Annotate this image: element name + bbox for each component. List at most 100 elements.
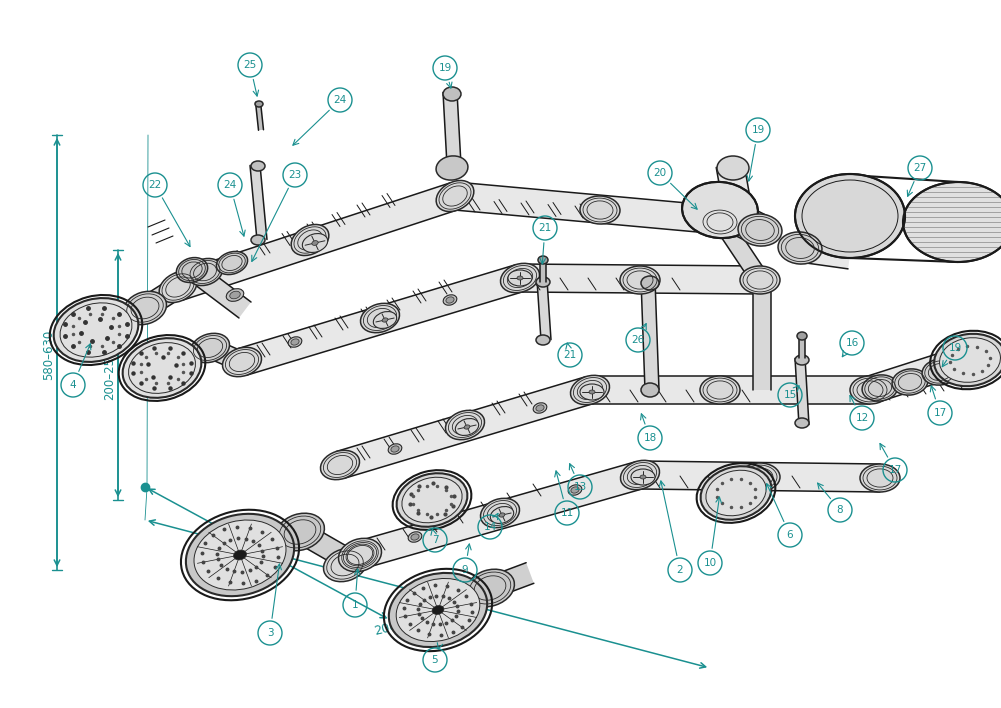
Ellipse shape — [176, 258, 207, 282]
Text: 200–250: 200–250 — [103, 350, 116, 400]
Text: 3: 3 — [266, 628, 273, 638]
Text: 22: 22 — [148, 180, 161, 190]
Text: 17: 17 — [933, 408, 947, 418]
Polygon shape — [453, 182, 722, 234]
Text: 12: 12 — [856, 413, 869, 423]
Text: 25: 25 — [243, 60, 256, 70]
Ellipse shape — [436, 181, 473, 212]
Ellipse shape — [388, 444, 401, 455]
Polygon shape — [866, 345, 974, 404]
Polygon shape — [294, 523, 345, 564]
Ellipse shape — [490, 506, 514, 523]
Text: 1: 1 — [351, 600, 358, 610]
Ellipse shape — [778, 232, 822, 264]
Ellipse shape — [288, 337, 302, 347]
Text: 26: 26 — [632, 335, 645, 345]
Ellipse shape — [862, 375, 898, 401]
Text: 19: 19 — [752, 125, 765, 135]
Text: 15: 15 — [784, 390, 797, 400]
Ellipse shape — [717, 156, 749, 180]
Text: 24: 24 — [223, 180, 236, 190]
Polygon shape — [590, 376, 870, 404]
Ellipse shape — [538, 256, 548, 264]
Polygon shape — [139, 278, 184, 317]
Ellipse shape — [445, 411, 484, 440]
Ellipse shape — [580, 384, 604, 400]
Text: 9: 9 — [461, 565, 468, 575]
Polygon shape — [798, 234, 852, 269]
Ellipse shape — [892, 369, 928, 395]
Text: min. 1000: min. 1000 — [215, 556, 274, 594]
Ellipse shape — [682, 182, 758, 238]
Ellipse shape — [948, 344, 992, 376]
Text: 7: 7 — [431, 535, 438, 545]
Polygon shape — [238, 265, 525, 375]
Ellipse shape — [401, 477, 462, 523]
Ellipse shape — [255, 101, 263, 107]
Polygon shape — [640, 461, 880, 492]
Text: 580–630: 580–630 — [42, 330, 55, 380]
Ellipse shape — [222, 348, 261, 377]
Polygon shape — [250, 164, 267, 241]
Ellipse shape — [940, 338, 1000, 382]
Ellipse shape — [641, 383, 659, 397]
Text: 11: 11 — [561, 508, 574, 518]
Ellipse shape — [128, 343, 195, 394]
Ellipse shape — [60, 303, 132, 357]
Text: 19: 19 — [948, 343, 962, 353]
Text: 6: 6 — [787, 530, 794, 540]
Ellipse shape — [903, 182, 1001, 262]
Text: 8: 8 — [837, 505, 843, 515]
Ellipse shape — [323, 548, 366, 582]
Ellipse shape — [186, 514, 294, 596]
Ellipse shape — [706, 470, 766, 515]
Ellipse shape — [795, 174, 905, 258]
Ellipse shape — [312, 241, 318, 246]
Ellipse shape — [621, 460, 660, 490]
Polygon shape — [540, 260, 546, 282]
Text: 13: 13 — [574, 482, 587, 492]
Ellipse shape — [275, 513, 324, 551]
Polygon shape — [443, 91, 461, 166]
Ellipse shape — [396, 473, 467, 527]
Ellipse shape — [391, 446, 399, 452]
Text: 24: 24 — [333, 95, 346, 105]
Polygon shape — [795, 358, 809, 426]
Ellipse shape — [320, 450, 359, 480]
Ellipse shape — [860, 464, 900, 492]
Ellipse shape — [190, 333, 229, 362]
Ellipse shape — [382, 318, 388, 322]
Text: 18: 18 — [644, 433, 657, 443]
Polygon shape — [206, 339, 246, 371]
Text: 4: 4 — [70, 380, 76, 390]
Polygon shape — [641, 280, 659, 390]
Ellipse shape — [738, 214, 782, 246]
Polygon shape — [799, 336, 805, 358]
Ellipse shape — [194, 520, 286, 590]
Ellipse shape — [508, 270, 532, 286]
Text: 27: 27 — [913, 163, 927, 173]
Text: 14: 14 — [483, 522, 496, 532]
Ellipse shape — [226, 289, 244, 302]
Ellipse shape — [500, 263, 540, 292]
Ellipse shape — [589, 390, 595, 394]
Ellipse shape — [230, 291, 240, 299]
Polygon shape — [186, 262, 251, 318]
Ellipse shape — [338, 538, 381, 571]
Ellipse shape — [464, 425, 469, 429]
Text: 2: 2 — [677, 565, 684, 575]
Ellipse shape — [445, 297, 454, 303]
Ellipse shape — [700, 208, 740, 236]
Ellipse shape — [536, 335, 550, 345]
Text: 17: 17 — [888, 465, 902, 475]
Polygon shape — [520, 264, 760, 294]
Ellipse shape — [291, 339, 299, 345]
Ellipse shape — [922, 359, 958, 385]
Ellipse shape — [436, 156, 467, 180]
Ellipse shape — [216, 251, 247, 275]
Ellipse shape — [480, 498, 520, 527]
Ellipse shape — [123, 291, 166, 325]
Ellipse shape — [517, 276, 523, 280]
Text: 5: 5 — [431, 655, 438, 665]
Ellipse shape — [291, 224, 329, 256]
